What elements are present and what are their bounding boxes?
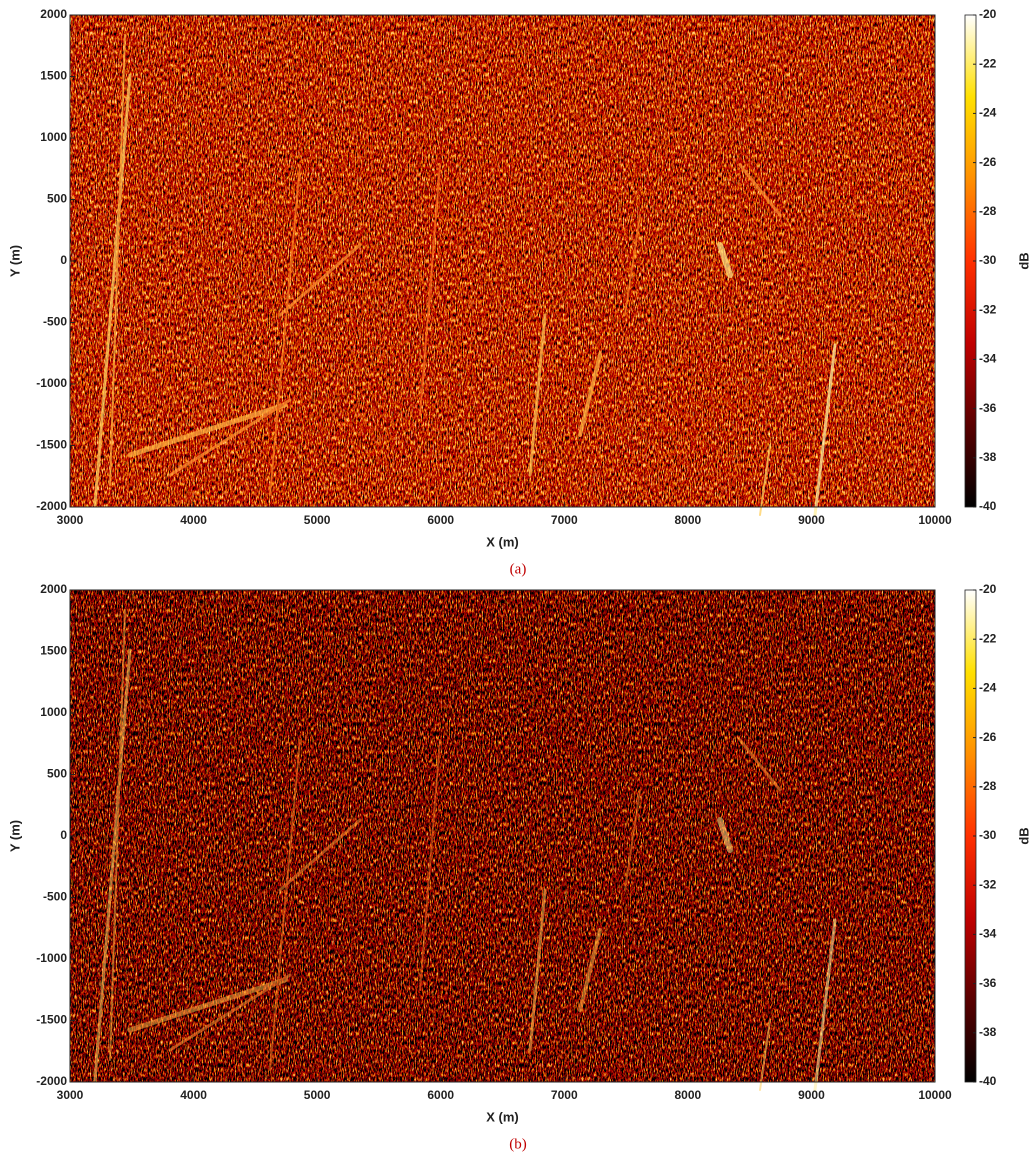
x-tick-label: 6000 — [427, 1088, 454, 1102]
x-tick-label: 10000 — [918, 513, 952, 527]
y-axis-label: Y (m) — [7, 245, 22, 277]
y-tick-label: 1500 — [40, 644, 67, 658]
streak — [109, 609, 126, 1061]
streak — [168, 398, 292, 477]
y-tick-label: -1500 — [36, 1013, 67, 1027]
y-axis-label: Y (m) — [7, 820, 22, 852]
streak — [168, 973, 292, 1052]
caption: (a) — [510, 561, 527, 577]
colorbar-label: dB — [1016, 252, 1031, 269]
x-tick-label: 8000 — [675, 1088, 702, 1102]
y-tick-label: -1500 — [36, 438, 67, 452]
colorbar-label: dB — [1016, 827, 1031, 844]
x-tick-label: 4000 — [180, 513, 207, 527]
streak — [528, 313, 547, 477]
streak — [578, 353, 602, 437]
colorbar-tick-label: -32 — [979, 877, 997, 891]
streak — [578, 928, 602, 1012]
heatmap-image — [70, 15, 935, 507]
caption: (b) — [509, 1136, 527, 1152]
streaks — [93, 34, 837, 517]
colorbar-tick-label: -36 — [979, 401, 997, 415]
streak — [738, 163, 782, 217]
streak — [624, 214, 641, 316]
y-tick-label: -1000 — [36, 951, 67, 965]
streak — [419, 739, 441, 991]
y-tick-label: 500 — [47, 767, 67, 781]
streak — [813, 343, 837, 517]
x-tick-label: 9000 — [798, 513, 825, 527]
streak — [93, 648, 132, 1082]
colorbar-tick-label: -32 — [979, 302, 997, 316]
y-tick-label: 500 — [47, 192, 67, 206]
streaks — [93, 609, 837, 1092]
x-tick-label: 10000 — [918, 1088, 952, 1102]
streak — [738, 738, 782, 792]
colorbar-tick-label: -30 — [979, 828, 997, 842]
y-tick-label: -2000 — [36, 1074, 67, 1088]
streak — [127, 402, 288, 458]
x-tick-label: 7000 — [551, 1088, 578, 1102]
colorbar-tick-label: -22 — [979, 56, 997, 70]
streak — [109, 34, 126, 486]
x-tick-label: 4000 — [180, 1088, 207, 1102]
colorbar-tick-label: -34 — [979, 927, 997, 941]
streak — [278, 818, 362, 892]
colorbar-tick-label: -24 — [979, 106, 997, 120]
y-tick-label: 1500 — [40, 69, 67, 83]
y-tick-label: 2000 — [40, 582, 67, 596]
colorbar-tick-label: -28 — [979, 779, 997, 793]
y-tick-label: 0 — [60, 828, 67, 842]
colorbar-tick-label: -40 — [979, 1074, 997, 1088]
x-tick-label: 3000 — [57, 1088, 84, 1102]
x-axis-label: X (m) — [486, 1109, 519, 1124]
streak — [759, 444, 771, 516]
colorbar-tick-label: -20 — [979, 582, 997, 596]
colorbar-tick-label: -28 — [979, 204, 997, 218]
streak — [269, 164, 301, 496]
colorbar-tick-label: -40 — [979, 499, 997, 513]
x-tick-label: 9000 — [798, 1088, 825, 1102]
streak — [419, 164, 441, 416]
y-tick-label: 1000 — [40, 705, 67, 719]
colorbar-tick-label: -30 — [979, 253, 997, 267]
y-tick-label: -500 — [43, 890, 67, 904]
y-tick-label: -1000 — [36, 376, 67, 390]
y-tick-label: 0 — [60, 253, 67, 267]
y-tick-label: -2000 — [36, 499, 67, 513]
streak — [528, 888, 547, 1052]
streak — [717, 817, 733, 853]
streak — [93, 73, 132, 507]
streak — [717, 242, 733, 278]
streak — [127, 977, 288, 1033]
heatmap-image — [70, 590, 935, 1082]
x-axis-label: X (m) — [486, 534, 519, 549]
colorbar-tick-label: -34 — [979, 352, 997, 366]
y-tick-label: 2000 — [40, 7, 67, 21]
colorbar-tick-label: -26 — [979, 730, 997, 744]
x-tick-label: 8000 — [675, 513, 702, 527]
x-tick-label: 6000 — [427, 513, 454, 527]
colorbar-tick-label: -20 — [979, 7, 997, 21]
x-tick-label: 5000 — [304, 1088, 331, 1102]
x-tick-label: 5000 — [304, 513, 331, 527]
colorbar-tick-label: -38 — [979, 450, 997, 464]
colorbar-tick-label: -22 — [979, 631, 997, 645]
streak — [759, 1019, 771, 1091]
colorbar-tick-label: -24 — [979, 681, 997, 695]
x-tick-label: 3000 — [57, 513, 84, 527]
y-tick-label: -500 — [43, 315, 67, 329]
colorbar-tick-label: -26 — [979, 155, 997, 169]
streak — [813, 918, 837, 1092]
y-tick-label: 1000 — [40, 130, 67, 144]
colorbar-tick-label: -36 — [979, 976, 997, 990]
x-tick-label: 7000 — [551, 513, 578, 527]
streak — [624, 789, 641, 891]
streak — [278, 243, 362, 317]
colorbar-tick-label: -38 — [979, 1025, 997, 1039]
streak — [269, 739, 301, 1071]
